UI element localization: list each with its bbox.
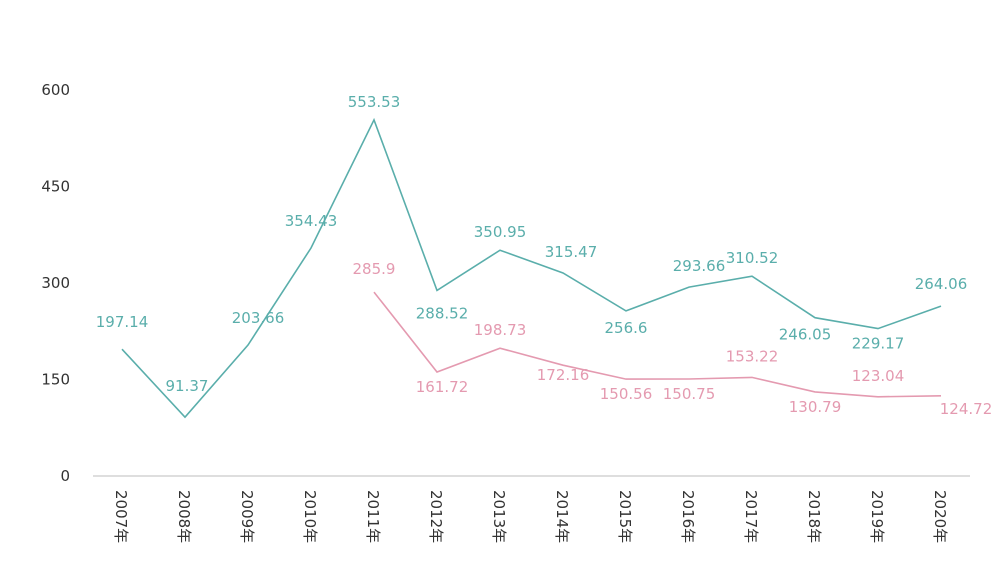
series-line-2 [373, 291, 942, 398]
data-label: 256.6 [605, 319, 648, 337]
data-label: 197.14 [96, 313, 149, 331]
x-tick-label: 2015年 [616, 490, 634, 543]
y-tick-label: 0 [60, 467, 70, 485]
x-tick-label: 2010年 [301, 490, 319, 543]
x-tick-label: 2020年 [931, 490, 949, 543]
data-label: 172.16 [537, 366, 590, 384]
x-tick-label: 2009年 [238, 490, 256, 543]
x-tick-label: 2008年 [175, 490, 193, 543]
series-lines [121, 117, 942, 419]
data-label: 229.17 [852, 335, 905, 353]
data-label: 150.56 [600, 385, 653, 403]
x-tick-label: 2012年 [427, 490, 445, 543]
data-label: 123.04 [852, 367, 905, 385]
x-tick-label: 2018年 [805, 490, 823, 543]
series-line-1 [121, 117, 942, 419]
y-axis-ticks: 0 150 300 450 600 [41, 81, 70, 485]
data-label: 350.95 [474, 223, 527, 241]
data-label: 203.66 [232, 309, 285, 327]
x-tick-label: 2019年 [868, 490, 886, 543]
data-label: 124.72 [940, 400, 993, 418]
data-label: 91.37 [166, 377, 209, 395]
data-label: 153.22 [726, 347, 779, 365]
data-label: 553.53 [348, 93, 401, 111]
x-tick-label: 2007年 [112, 490, 130, 543]
y-tick-label: 600 [41, 81, 70, 99]
data-label: 246.05 [779, 326, 832, 344]
data-label: 150.75 [663, 385, 716, 403]
x-tick-label: 2014年 [553, 490, 571, 543]
data-label: 264.06 [915, 275, 968, 293]
data-label: 198.73 [474, 321, 527, 339]
x-tick-label: 2013年 [490, 490, 508, 543]
x-axis-ticks: 2007年 2008年 2009年 2010年 2011年 2012年 2013年 2014年… [112, 490, 949, 543]
x-tick-label: 2011年 [364, 490, 382, 543]
data-label: 130.79 [789, 398, 842, 416]
data-label: 315.47 [545, 243, 598, 261]
data-labels: 197.14 91.37 203.66 354.43 553.53 288.52 350.9… [96, 93, 993, 418]
data-label: 288.52 [416, 304, 469, 322]
data-label: 285.9 [353, 260, 396, 278]
y-tick-label: 300 [41, 274, 70, 292]
y-tick-label: 150 [41, 371, 70, 389]
data-label: 354.43 [285, 212, 338, 230]
y-tick-label: 450 [41, 178, 70, 196]
x-tick-label: 2017年 [742, 490, 760, 543]
data-label: 161.72 [416, 378, 469, 396]
data-label: 293.66 [673, 257, 726, 275]
data-label: 310.52 [726, 249, 779, 267]
x-tick-label: 2016年 [679, 490, 697, 543]
